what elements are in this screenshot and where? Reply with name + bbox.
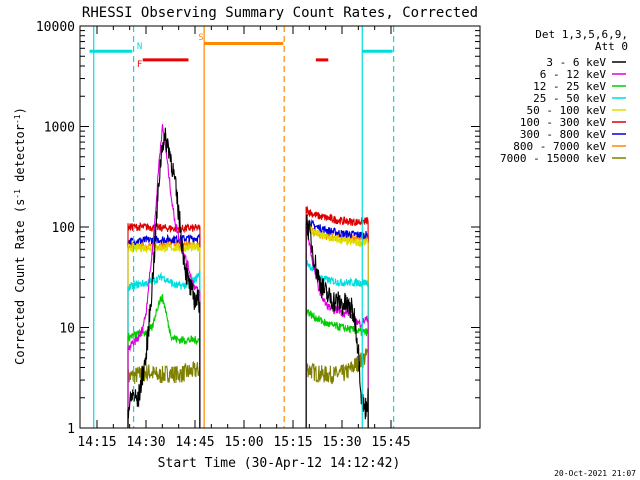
legend-label-7: 800 - 7000 keV xyxy=(513,140,606,153)
series-5-100-300-kev xyxy=(127,205,369,428)
y-tick-label-3: 1000 xyxy=(44,121,75,136)
series-line-5-seg-1 xyxy=(305,205,369,428)
series-line-4-seg-1 xyxy=(305,223,369,428)
series-line-2-seg-0 xyxy=(127,293,201,428)
series-line-0-seg-1 xyxy=(305,214,369,428)
series-2-12-25-kev xyxy=(127,293,369,428)
y-label-sup1: -1 xyxy=(13,189,22,199)
series-line-3-seg-0 xyxy=(127,270,201,428)
series-line-8-seg-1 xyxy=(305,347,369,428)
series-line-8-seg-0 xyxy=(127,361,201,428)
x-tick-label-3: 15:00 xyxy=(224,435,263,450)
y-tick-label-0: 1 xyxy=(67,422,75,437)
y-axis-label: Corrected Count Rate (s-1 detector-1) xyxy=(13,107,28,365)
series-line-4-seg-0 xyxy=(127,241,201,428)
series-line-6-seg-0 xyxy=(127,233,201,428)
footer-date: 20-Oct-2021 21:07 xyxy=(554,469,636,478)
legend-label-8: 7000 - 15000 keV xyxy=(500,152,606,165)
series-line-5-seg-0 xyxy=(127,221,201,428)
x-tick-label-2: 14:45 xyxy=(175,435,214,450)
data-layer xyxy=(127,124,369,428)
x-tick-label-1: 14:30 xyxy=(126,435,165,450)
x-tick-label-6: 15:45 xyxy=(371,435,410,450)
y-label-mid: detector xyxy=(13,124,27,189)
svg-text:Corrected Count Rate (s-1 dete: Corrected Count Rate (s-1 detector-1) xyxy=(13,107,28,365)
x-tick-label-4: 15:15 xyxy=(273,435,312,450)
y-label-suffix: ) xyxy=(13,107,27,114)
flag-label-s: S xyxy=(198,33,203,43)
series-line-6-seg-1 xyxy=(305,218,369,428)
x-axis-label: Start Time (30-Apr-12 14:12:42) xyxy=(158,456,401,471)
series-0-3-6-kev xyxy=(127,127,369,428)
legend-label-3: 25 - 50 keV xyxy=(533,92,606,105)
series-line-0-seg-0 xyxy=(127,127,201,428)
legend-label-1: 6 - 12 keV xyxy=(540,68,607,81)
y-label-sup2: -1 xyxy=(13,114,22,124)
y-label-prefix: Corrected Count Rate (s xyxy=(13,199,27,365)
series-line-2-seg-1 xyxy=(305,308,369,428)
y-tick-label-4: 10000 xyxy=(36,20,75,35)
axes-layer: 14:15 14:30 14:45 15:00 15:15 15:30 15:45 1 10 10… xyxy=(36,20,481,450)
x-tick-label-0: 14:15 xyxy=(77,435,116,450)
series-4-50-100-kev xyxy=(127,223,369,428)
legend-label-6: 300 - 800 keV xyxy=(520,128,606,141)
series-6-300-800-kev xyxy=(127,218,369,428)
y-tick-label-2: 100 xyxy=(52,221,75,236)
legend-label-5: 100 - 300 keV xyxy=(520,116,606,129)
chart-title: RHESSI Observing Summary Count Rates, Co… xyxy=(82,5,478,21)
series-8-7000-15000-kev xyxy=(127,347,369,428)
legend-label-2: 12 - 25 keV xyxy=(533,80,606,93)
legend-header-0: Det 1,3,5,6,9, xyxy=(535,28,628,41)
legend-label-0: 3 - 6 keV xyxy=(546,56,606,69)
flag-label-f: F xyxy=(137,60,142,70)
x-tick-label-5: 15:30 xyxy=(322,435,361,450)
flag-layer: NF S xyxy=(89,26,395,428)
flag-label-n: N xyxy=(137,42,142,52)
y-tick-label-1: 10 xyxy=(59,322,75,337)
legend-label-4: 50 - 100 keV xyxy=(527,104,607,117)
legend-header-1: Att 0 xyxy=(595,40,628,53)
